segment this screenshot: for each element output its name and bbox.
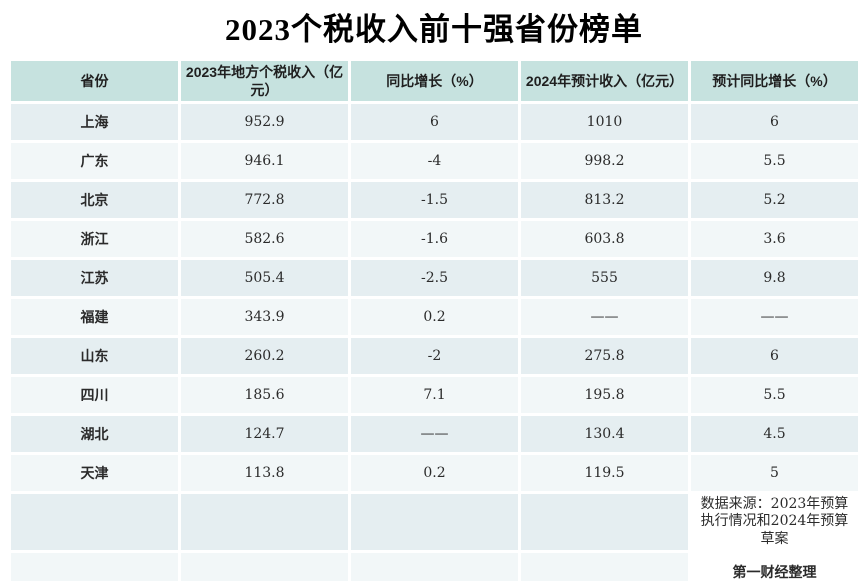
cell-revenue-2024: 195.8 (521, 377, 688, 414)
tax-ranking-table: 省份 2023年地方个税收入（亿元） 同比增长（%） 2024年预计收入（亿元）… (8, 58, 861, 581)
table-row: 浙江 582.6 -1.6 603.8 3.6 (11, 221, 858, 258)
cell-expected-growth: 4.5 (691, 416, 858, 453)
source-note: 数据来源：2023年预算执行情况和2024年预算草案 (691, 494, 858, 550)
cell-yoy-growth: 6 (351, 104, 518, 141)
cell-yoy-growth: -2.5 (351, 260, 518, 297)
table-row-empty: 第一财经整理 (11, 552, 858, 581)
table-row: 湖北 124.7 —— 130.4 4.5 (11, 416, 858, 453)
cell-yoy-growth: -4 (351, 143, 518, 180)
cell-revenue-2023: 113.8 (181, 455, 348, 492)
empty-cell (181, 494, 348, 550)
cell-province: 四川 (11, 377, 178, 414)
cell-province: 江苏 (11, 260, 178, 297)
table-row: 福建 343.9 0.2 —— —— (11, 299, 858, 336)
table-row: 北京 772.8 -1.5 813.2 5.2 (11, 182, 858, 219)
cell-revenue-2023: 582.6 (181, 221, 348, 258)
table-row-empty: 数据来源：2023年预算执行情况和2024年预算草案 (11, 494, 858, 550)
cell-expected-growth: —— (691, 299, 858, 336)
empty-cell (521, 494, 688, 550)
cell-revenue-2024: —— (521, 299, 688, 336)
empty-cell (521, 552, 688, 581)
cell-expected-growth: 5.5 (691, 143, 858, 180)
cell-yoy-growth: -1.5 (351, 182, 518, 219)
cell-expected-growth: 9.8 (691, 260, 858, 297)
cell-revenue-2023: 505.4 (181, 260, 348, 297)
credit-note: 第一财经整理 (691, 552, 858, 581)
cell-revenue-2024: 119.5 (521, 455, 688, 492)
cell-expected-growth: 6 (691, 104, 858, 141)
cell-yoy-growth: 7.1 (351, 377, 518, 414)
cell-province: 山东 (11, 338, 178, 375)
cell-revenue-2023: 124.7 (181, 416, 348, 453)
cell-yoy-growth: -1.6 (351, 221, 518, 258)
cell-revenue-2024: 813.2 (521, 182, 688, 219)
cell-revenue-2024: 603.8 (521, 221, 688, 258)
table-header-row: 省份 2023年地方个税收入（亿元） 同比增长（%） 2024年预计收入（亿元）… (11, 61, 858, 102)
header-revenue-2024: 2024年预计收入（亿元） (521, 61, 688, 102)
cell-revenue-2023: 343.9 (181, 299, 348, 336)
empty-cell (351, 552, 518, 581)
cell-revenue-2023: 772.8 (181, 182, 348, 219)
cell-expected-growth: 5.2 (691, 182, 858, 219)
cell-revenue-2023: 952.9 (181, 104, 348, 141)
empty-cell (11, 552, 178, 581)
header-yoy-growth: 同比增长（%） (351, 61, 518, 102)
cell-yoy-growth: 0.2 (351, 299, 518, 336)
table-row: 江苏 505.4 -2.5 555 9.8 (11, 260, 858, 297)
cell-province: 上海 (11, 104, 178, 141)
cell-revenue-2023: 185.6 (181, 377, 348, 414)
cell-yoy-growth: 0.2 (351, 455, 518, 492)
header-revenue-2023: 2023年地方个税收入（亿元） (181, 61, 348, 102)
cell-province: 天津 (11, 455, 178, 492)
empty-cell (181, 552, 348, 581)
cell-revenue-2024: 130.4 (521, 416, 688, 453)
cell-revenue-2023: 946.1 (181, 143, 348, 180)
cell-province: 福建 (11, 299, 178, 336)
cell-expected-growth: 5 (691, 455, 858, 492)
cell-yoy-growth: -2 (351, 338, 518, 375)
cell-expected-growth: 5.5 (691, 377, 858, 414)
cell-yoy-growth: —— (351, 416, 518, 453)
cell-province: 浙江 (11, 221, 178, 258)
header-province: 省份 (11, 61, 178, 102)
header-expected-growth: 预计同比增长（%） (691, 61, 858, 102)
cell-revenue-2023: 260.2 (181, 338, 348, 375)
table-row: 四川 185.6 7.1 195.8 5.5 (11, 377, 858, 414)
table-row: 天津 113.8 0.2 119.5 5 (11, 455, 858, 492)
cell-revenue-2024: 275.8 (521, 338, 688, 375)
cell-expected-growth: 6 (691, 338, 858, 375)
table-row: 广东 946.1 -4 998.2 5.5 (11, 143, 858, 180)
empty-cell (351, 494, 518, 550)
empty-cell (11, 494, 178, 550)
cell-province: 湖北 (11, 416, 178, 453)
cell-revenue-2024: 1010 (521, 104, 688, 141)
cell-revenue-2024: 998.2 (521, 143, 688, 180)
cell-expected-growth: 3.6 (691, 221, 858, 258)
cell-revenue-2024: 555 (521, 260, 688, 297)
cell-province: 广东 (11, 143, 178, 180)
table-row: 上海 952.9 6 1010 6 (11, 104, 858, 141)
page-title: 2023个税收入前十强省份榜单 (225, 12, 643, 47)
cell-province: 北京 (11, 182, 178, 219)
table-row: 山东 260.2 -2 275.8 6 (11, 338, 858, 375)
